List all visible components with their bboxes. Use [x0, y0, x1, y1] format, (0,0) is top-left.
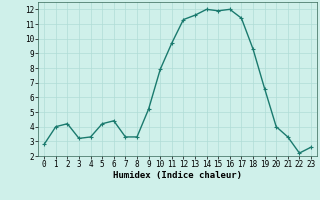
X-axis label: Humidex (Indice chaleur): Humidex (Indice chaleur): [113, 171, 242, 180]
